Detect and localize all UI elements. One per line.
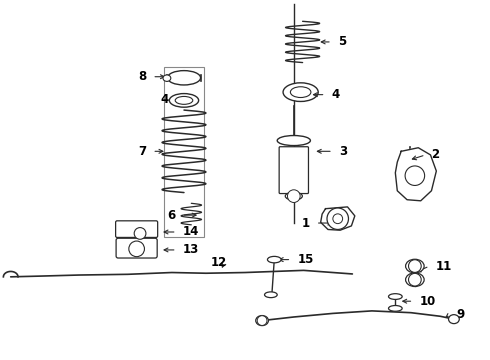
Text: 13: 13	[183, 243, 199, 256]
Polygon shape	[320, 207, 355, 230]
Text: 10: 10	[419, 295, 436, 308]
Ellipse shape	[168, 71, 200, 85]
Ellipse shape	[448, 315, 459, 324]
Text: 2: 2	[432, 148, 440, 161]
Polygon shape	[395, 148, 436, 201]
Circle shape	[409, 260, 421, 273]
Text: 3: 3	[339, 145, 347, 158]
Text: 6: 6	[167, 209, 175, 222]
Ellipse shape	[406, 259, 424, 273]
Ellipse shape	[163, 75, 171, 81]
Ellipse shape	[291, 87, 311, 98]
Text: 5: 5	[338, 35, 346, 49]
Circle shape	[134, 228, 146, 239]
Ellipse shape	[268, 256, 281, 263]
Bar	[165, 67, 203, 237]
Circle shape	[409, 273, 421, 286]
Ellipse shape	[175, 96, 193, 104]
Text: 4: 4	[332, 88, 340, 101]
Text: 11: 11	[436, 260, 452, 273]
Text: 7: 7	[138, 145, 147, 158]
Ellipse shape	[170, 94, 198, 107]
Text: 1: 1	[302, 216, 310, 230]
Circle shape	[129, 241, 145, 257]
Text: 14: 14	[183, 225, 199, 238]
Text: 8: 8	[138, 70, 147, 83]
Text: 4: 4	[160, 93, 168, 106]
Ellipse shape	[389, 306, 402, 311]
Ellipse shape	[256, 316, 269, 325]
Text: 15: 15	[297, 253, 314, 266]
FancyBboxPatch shape	[116, 238, 157, 258]
Ellipse shape	[406, 273, 424, 287]
FancyBboxPatch shape	[116, 221, 158, 238]
Circle shape	[257, 316, 267, 325]
Text: 12: 12	[210, 256, 227, 269]
Ellipse shape	[389, 294, 402, 300]
Circle shape	[327, 208, 348, 229]
Ellipse shape	[265, 292, 277, 298]
Circle shape	[405, 166, 425, 185]
Ellipse shape	[285, 192, 302, 200]
Ellipse shape	[277, 135, 310, 145]
Ellipse shape	[283, 83, 318, 102]
Circle shape	[288, 190, 300, 202]
Circle shape	[333, 214, 343, 224]
FancyBboxPatch shape	[279, 147, 309, 194]
Text: 9: 9	[456, 308, 464, 321]
